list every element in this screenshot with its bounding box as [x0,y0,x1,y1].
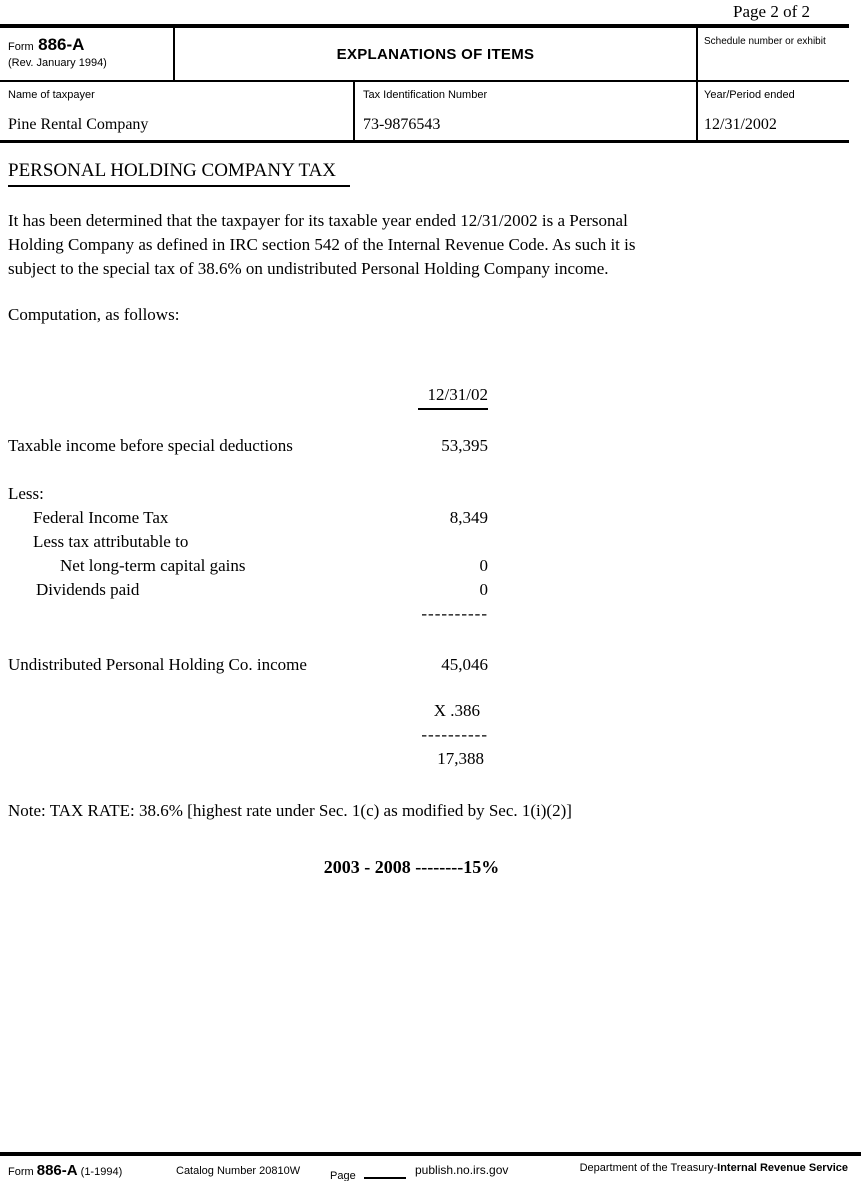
footer-form-revision: (1-1994) [80,1166,123,1178]
computation-table: 12/31/02 Taxable income before special d… [8,383,861,771]
form-footer: Form 886-A (1-1994) Catalog Number 20810… [0,1152,861,1181]
form-word: Form [8,41,34,53]
footer-department: Department of the Treasury-Internal Reve… [580,1162,848,1174]
future-rate-line: 2003 - 2008 --------15% [323,857,500,877]
footer-page-blank [363,1165,406,1179]
row-taxable-income: Taxable income before special deductions… [8,434,861,458]
row-less: Less: [8,482,861,506]
form-title: EXPLANATIONS OF ITEMS [336,45,535,63]
row-federal-tax-label: Federal Income Tax [33,508,169,527]
intro-line-3: subject to the special tax of 38.6% on u… [8,259,609,278]
result-divider: ---------- [421,725,488,744]
row-undistributed-amount: 45,046 [441,655,488,674]
computation-header-row: 12/31/02 [8,383,861,410]
footer-form-number: 886-A [36,1162,78,1179]
intro-line-1: It has been determined that the taxpayer… [8,211,628,230]
tin-value: 73-9876543 [363,116,441,133]
subtotal-divider-row: ---------- [8,602,861,626]
footer-catalog-number: Catalog Number 20810W [176,1165,301,1177]
taxpayer-name-cell: Name of taxpayer Pine Rental Company [0,82,355,140]
footer-page-field: Page [330,1165,406,1181]
row-capital-gains-label: Net long-term capital gains [60,556,246,575]
row-less-attributable-label: Less tax attributable to [33,532,189,551]
row-taxable-income-amount: 53,395 [441,436,488,455]
row-taxable-income-label: Taxable income before special deductions [8,436,293,455]
period-ended-label: Year/Period ended [704,89,795,101]
row-federal-tax: Federal Income Tax 8,349 [8,506,861,530]
form-id-cell: Form 886-A (Rev. January 1994) [0,28,175,80]
period-ended-cell: Year/Period ended 12/31/2002 [698,82,849,140]
result-divider-row: ---------- [8,723,861,747]
footer-form-id: Form 886-A (1-1994) [8,1162,122,1179]
row-less-attributable: Less tax attributable to [8,530,861,554]
form-title-cell: EXPLANATIONS OF ITEMS [175,28,698,80]
form-header-row-2: Name of taxpayer Pine Rental Company Tax… [0,82,849,140]
page-indicator: Page 2 of 2 [733,2,810,21]
intro-paragraph: It has been determined that the taxpayer… [8,209,861,281]
tax-result-amount: 17,388 [437,749,484,768]
column-header-date: 12/31/02 [418,383,488,410]
tin-label: Tax Identification Number [363,89,488,101]
tax-rate-multiplier: X .386 [433,701,480,720]
period-ended-value: 12/31/2002 [704,116,777,133]
row-dividends-paid-label: Dividends paid [36,580,140,599]
row-capital-gains-amount: 0 [479,556,489,575]
footer-agency-text: Internal Revenue Service [717,1162,848,1174]
footer-form-word: Form [8,1166,34,1178]
form-header-table: Form 886-A (Rev. January 1994) EXPLANATI… [0,24,849,143]
row-dividends-paid-amount: 0 [479,580,489,599]
row-capital-gains: Net long-term capital gains 0 [8,554,861,578]
row-less-label: Less: [8,484,44,503]
row-dividends-paid: Dividends paid 0 [8,578,861,602]
form-header-row-1: Form 886-A (Rev. January 1994) EXPLANATI… [0,28,849,82]
tin-cell: Tax Identification Number 73-9876543 [355,82,698,140]
section-heading: PERSONAL HOLDING COMPANY TAX [8,159,861,187]
row-undistributed-label: Undistributed Personal Holding Co. incom… [8,655,307,674]
footer-page-label: Page [330,1170,356,1181]
taxpayer-name-label: Name of taxpayer [8,89,95,101]
form-number: 886-A [38,35,85,54]
row-federal-tax-amount: 8,349 [449,508,488,527]
schedule-number-cell: Schedule number or exhibit [698,28,849,80]
taxpayer-name-value: Pine Rental Company [8,116,149,133]
intro-line-2: Holding Company as defined in IRC sectio… [8,235,636,254]
tax-rate-note: Note: TAX RATE: 38.6% [highest rate unde… [8,801,572,820]
multiplier-row: X .386 [8,699,861,723]
row-undistributed: Undistributed Personal Holding Co. incom… [8,653,861,677]
result-row: 17,388 [8,747,861,771]
footer-department-text: Department of the Treasury- [579,1162,718,1174]
schedule-number-label: Schedule number or exhibit [704,36,826,47]
section-heading-text: PERSONAL HOLDING COMPANY TAX [8,159,351,187]
footer-website: publish.no.irs.gov [415,1163,509,1177]
subtotal-divider: ---------- [421,604,488,623]
form-revision: (Rev. January 1994) [8,57,107,69]
computation-intro: Computation, as follows: [8,305,180,324]
